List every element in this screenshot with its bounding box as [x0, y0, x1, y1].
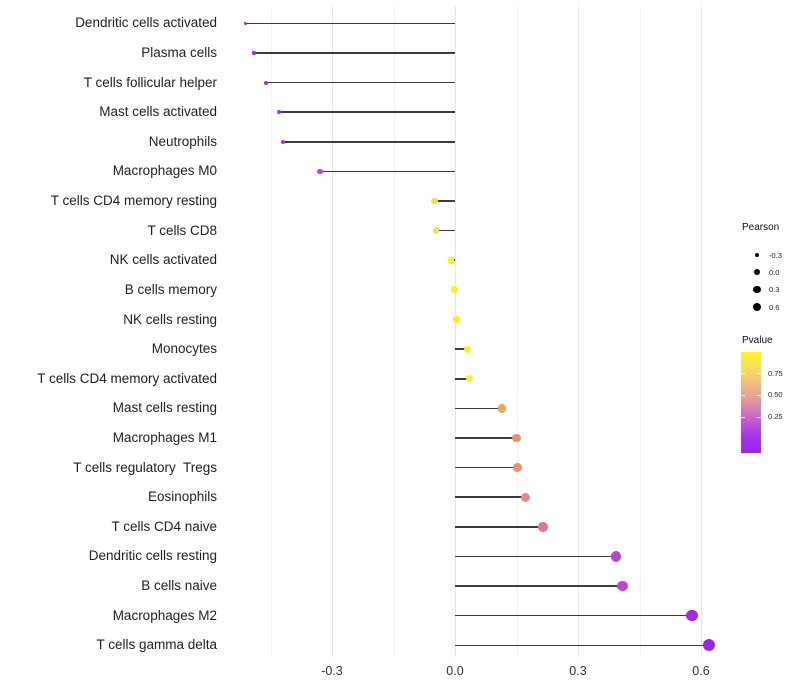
pvalue-legend-label: 0.75	[768, 368, 783, 378]
lollipop-dot	[431, 197, 438, 205]
lollipop-stem	[282, 140, 455, 143]
category-label: Plasma cells	[141, 44, 217, 60]
lollipop-dot	[316, 168, 323, 175]
lollipop-dot	[264, 80, 269, 85]
gridline-major	[701, 6, 702, 657]
category-label: Eosinophils	[147, 489, 217, 505]
category-label: Macrophages M1	[112, 429, 217, 445]
pvalue-bar-tick	[741, 394, 745, 396]
category-label: T cells CD4 memory resting	[50, 193, 217, 209]
gridline-major	[455, 6, 456, 657]
pearson-legend-label: -0.3	[769, 250, 782, 260]
gridline-minor	[639, 6, 641, 657]
lollipop-stem	[455, 377, 470, 380]
category-label: NK cells activated	[109, 252, 217, 268]
lollipop-dot	[521, 492, 531, 502]
pearson-legend-label: 0.3	[769, 285, 780, 295]
category-label: T cells regulatory Tregs	[73, 459, 217, 475]
category-label: Dendritic cells resting	[88, 548, 217, 564]
pearson-legend-dot	[754, 252, 760, 258]
lollipop-stem	[455, 348, 468, 350]
gridline-minor	[393, 6, 395, 657]
gridline-minor	[270, 6, 272, 657]
lollipop-stem	[436, 229, 455, 232]
lollipop-stem	[455, 614, 692, 617]
lollipop-stem	[254, 52, 455, 54]
lollipop-stem	[455, 644, 710, 647]
lollipop-dot	[686, 610, 698, 622]
x-axis-tick-label: 0.6	[692, 664, 710, 678]
lollipop-dot	[252, 51, 256, 55]
lollipop-dot	[537, 521, 548, 532]
pvalue-bar-tick	[757, 416, 761, 418]
lollipop-dot	[447, 256, 455, 264]
category-label: Mast cells activated	[99, 104, 217, 120]
lollipop-stem	[434, 200, 455, 202]
pearson-legend-dot	[753, 286, 761, 294]
pvalue-legend-label: 0.50	[768, 390, 783, 400]
pvalue-legend-label: 0.25	[768, 412, 783, 422]
lollipop-dot	[452, 316, 460, 323]
lollipop-stem	[455, 555, 616, 558]
category-label: B cells naive	[141, 578, 217, 594]
pearson-legend-title: Pearson	[742, 222, 780, 233]
category-label: NK cells resting	[123, 311, 217, 327]
lollipop-dot	[244, 21, 248, 25]
category-label: T cells CD8	[147, 222, 217, 238]
pvalue-bar-tick	[757, 373, 761, 375]
lollipop-dot	[464, 345, 472, 353]
x-axis-tick-label: 0.0	[446, 664, 464, 678]
pvalue-bar-tick	[757, 394, 761, 396]
category-label: Monocytes	[151, 341, 217, 357]
category-label: T cells CD4 memory activated	[37, 370, 217, 386]
category-label: Macrophages M0	[112, 163, 217, 179]
category-label: B cells memory	[124, 281, 217, 297]
lollipop-stem	[455, 526, 543, 528]
lollipop-stem	[455, 407, 503, 410]
lollipop-stem	[266, 81, 455, 84]
pearson-legend-dot	[753, 269, 761, 276]
gridline-major	[332, 6, 333, 657]
gridline-major	[578, 6, 579, 657]
lollipop-dot	[276, 109, 281, 115]
category-label: T cells gamma delta	[96, 637, 217, 653]
lollipop-stem	[455, 585, 623, 587]
pvalue-bar-tick	[741, 373, 745, 375]
lollipop-stem	[455, 496, 526, 498]
lollipop-stem	[455, 466, 518, 469]
lollipop-dot	[703, 639, 716, 652]
lollipop-dot	[466, 375, 474, 383]
lollipop-dot	[450, 286, 458, 294]
pearson-legend-dot	[752, 303, 762, 312]
lollipop-dot	[617, 580, 628, 592]
pvalue-legend-title: Pvalue	[742, 335, 773, 346]
lollipop-dot	[512, 433, 521, 443]
gridline-minor	[516, 6, 518, 657]
category-label: Neutrophils	[148, 133, 217, 149]
pearson-legend-label: 0.6	[769, 302, 780, 312]
pvalue-gradient-bar	[741, 352, 761, 453]
lollipop-dot	[432, 227, 440, 234]
lollipop-dot	[513, 463, 523, 472]
pearson-legend-label: 0.0	[769, 267, 780, 277]
category-label: T cells CD4 naive	[111, 518, 217, 534]
category-label: T cells follicular helper	[83, 74, 217, 90]
lollipop-dot	[497, 404, 507, 413]
pvalue-bar-tick	[741, 416, 745, 418]
lollipop-dot	[610, 551, 621, 562]
category-label: Dendritic cells activated	[75, 15, 217, 31]
category-label: Macrophages M2	[112, 607, 217, 623]
x-axis-tick-label: -0.3	[321, 664, 343, 678]
lollipop-stem	[278, 111, 455, 113]
lollipop-dot	[280, 139, 285, 144]
category-label: Mast cells resting	[112, 400, 217, 416]
lollipop-stem	[455, 437, 517, 439]
lollipop-stem	[245, 22, 455, 25]
lollipop-stem	[319, 170, 455, 173]
x-axis-tick-label: 0.3	[569, 664, 587, 678]
